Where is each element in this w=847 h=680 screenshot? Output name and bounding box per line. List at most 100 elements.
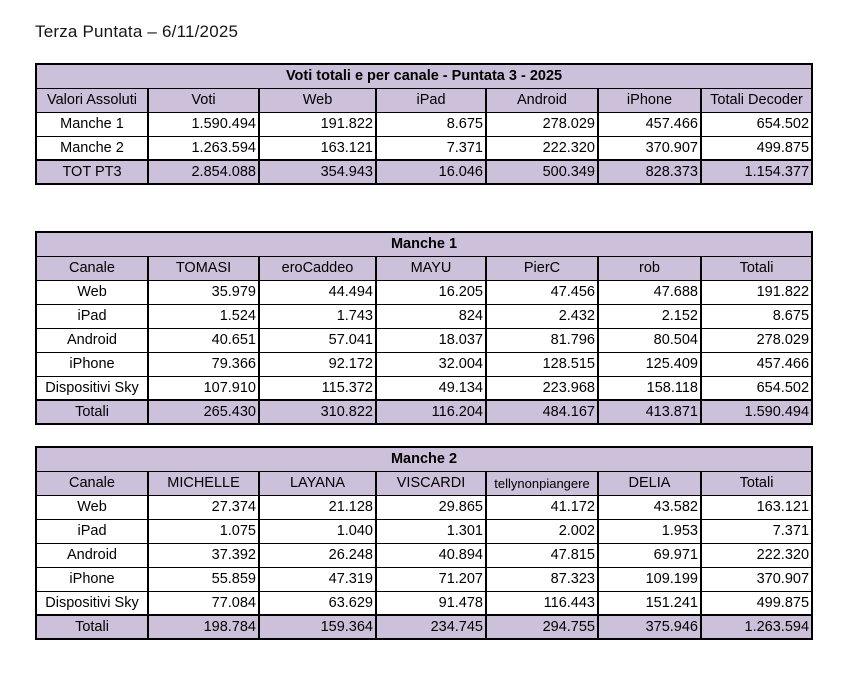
cell-value: 354.943: [258, 159, 377, 185]
table-row: iPad 1.075 1.040 1.301 2.002 1.953 7.371: [35, 518, 814, 544]
cell-value: 55.859: [147, 566, 260, 592]
cell-value: 92.172: [258, 351, 377, 377]
column-header: DELIA: [597, 470, 702, 496]
cell-value: 77.084: [147, 590, 260, 616]
row-label: iPad: [35, 303, 149, 329]
table-manche-2: Manche 2 Canale MICHELLE LAYANA VISCARDI…: [34, 446, 814, 640]
cell-value: 80.504: [597, 327, 702, 353]
column-header: eroCaddeo: [258, 255, 377, 281]
cell-value: 2.002: [485, 518, 599, 544]
cell-value: 41.172: [485, 494, 599, 520]
cell-value: 1.154.377: [699, 159, 814, 185]
table-row: Manche 1 1.590.494 191.822 8.675 278.029…: [35, 111, 814, 137]
cell-value: 47.319: [258, 566, 377, 592]
column-header: TOMASI: [147, 255, 260, 281]
table-row: Dispositivi Sky 77.084 63.629 91.478 116…: [35, 590, 814, 616]
column-header: PierC: [485, 255, 599, 281]
cell-value: 128.515: [485, 351, 599, 377]
cell-value: 107.910: [147, 375, 260, 401]
cell-value: 47.688: [597, 279, 702, 305]
column-header: Web: [258, 87, 377, 113]
column-header-row: Canale TOMASI eroCaddeo MAYU PierC rob T…: [35, 255, 814, 281]
total-row: Totali 265.430 310.822 116.204 484.167 4…: [35, 399, 814, 425]
table-title: Manche 1: [34, 231, 814, 257]
cell-value: 499.875: [699, 135, 814, 161]
column-header: Canale: [35, 255, 149, 281]
cell-value: 654.502: [699, 375, 814, 401]
cell-value: 375.946: [597, 614, 702, 640]
cell-value: 44.494: [258, 279, 377, 305]
row-label: Manche 1: [35, 111, 149, 137]
cell-value: 1.301: [375, 518, 487, 544]
cell-value: 7.371: [699, 518, 814, 544]
cell-value: 27.374: [147, 494, 260, 520]
table-row: iPhone 79.366 92.172 32.004 128.515 125.…: [35, 351, 814, 377]
cell-value: 499.875: [699, 590, 814, 616]
cell-value: 1.953: [597, 518, 702, 544]
row-label: Android: [35, 327, 149, 353]
cell-value: 16.046: [375, 159, 487, 185]
row-label: Web: [35, 279, 149, 305]
row-label: Dispositivi Sky: [35, 590, 149, 616]
cell-value: 159.364: [258, 614, 377, 640]
cell-value: 43.582: [597, 494, 702, 520]
table-title: Voti totali e per canale - Puntata 3 - 2…: [34, 63, 814, 89]
cell-value: 32.004: [375, 351, 487, 377]
cell-value: 1.743: [258, 303, 377, 329]
cell-value: 18.037: [375, 327, 487, 353]
cell-value: 87.323: [485, 566, 599, 592]
table-title: Manche 2: [34, 446, 814, 472]
cell-value: 49.134: [375, 375, 487, 401]
cell-value: 69.971: [597, 542, 702, 568]
column-header: Totali: [699, 255, 814, 281]
cell-value: 21.128: [258, 494, 377, 520]
cell-value: 7.371: [375, 135, 487, 161]
cell-value: 1.263.594: [147, 135, 260, 161]
cell-value: 71.207: [375, 566, 487, 592]
page-title: Terza Puntata – 6/11/2025: [35, 22, 239, 41]
row-label: iPhone: [35, 351, 149, 377]
column-header: LAYANA: [258, 470, 377, 496]
column-header-row: Valori Assoluti Voti Web iPad Android iP…: [35, 87, 814, 113]
table-title-row: Voti totali e per canale - Puntata 3 - 2…: [34, 63, 814, 89]
cell-value: 500.349: [485, 159, 599, 185]
column-header: rob: [597, 255, 702, 281]
cell-value: 125.409: [597, 351, 702, 377]
column-header: iPad: [375, 87, 487, 113]
table-voti-totali: Voti totali e per canale - Puntata 3 - 2…: [34, 63, 814, 185]
column-header: MICHELLE: [147, 470, 260, 496]
row-label: Manche 2: [35, 135, 149, 161]
row-label: TOT PT3: [35, 159, 149, 185]
column-header: Totali: [699, 470, 814, 496]
cell-value: 163.121: [699, 494, 814, 520]
cell-value: 158.118: [597, 375, 702, 401]
cell-value: 222.320: [485, 135, 599, 161]
cell-value: 457.466: [597, 111, 702, 137]
cell-value: 151.241: [597, 590, 702, 616]
cell-value: 8.675: [699, 303, 814, 329]
column-header: MAYU: [375, 255, 487, 281]
cell-value: 57.041: [258, 327, 377, 353]
cell-value: 163.121: [258, 135, 377, 161]
cell-value: 91.478: [375, 590, 487, 616]
cell-value: 278.029: [699, 327, 814, 353]
cell-value: 1.040: [258, 518, 377, 544]
column-header: iPhone: [597, 87, 702, 113]
cell-value: 828.373: [597, 159, 702, 185]
total-row: TOT PT3 2.854.088 354.943 16.046 500.349…: [35, 159, 814, 185]
cell-value: 81.796: [485, 327, 599, 353]
cell-value: 115.372: [258, 375, 377, 401]
cell-value: 40.894: [375, 542, 487, 568]
cell-value: 2.432: [485, 303, 599, 329]
cell-value: 654.502: [699, 111, 814, 137]
table-row: iPad 1.524 1.743 824 2.432 2.152 8.675: [35, 303, 814, 329]
cell-value: 484.167: [485, 399, 599, 425]
cell-value: 222.320: [699, 542, 814, 568]
table-row: iPhone 55.859 47.319 71.207 87.323 109.1…: [35, 566, 814, 592]
column-header: VISCARDI: [375, 470, 487, 496]
column-header: Canale: [35, 470, 149, 496]
table-row: Dispositivi Sky 107.910 115.372 49.134 2…: [35, 375, 814, 401]
cell-value: 198.784: [147, 614, 260, 640]
cell-value: 2.854.088: [147, 159, 260, 185]
cell-value: 8.675: [375, 111, 487, 137]
